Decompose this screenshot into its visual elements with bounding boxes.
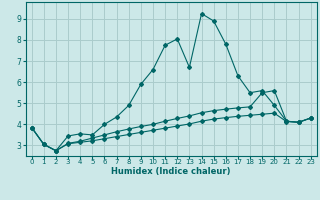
X-axis label: Humidex (Indice chaleur): Humidex (Indice chaleur) [111,167,231,176]
